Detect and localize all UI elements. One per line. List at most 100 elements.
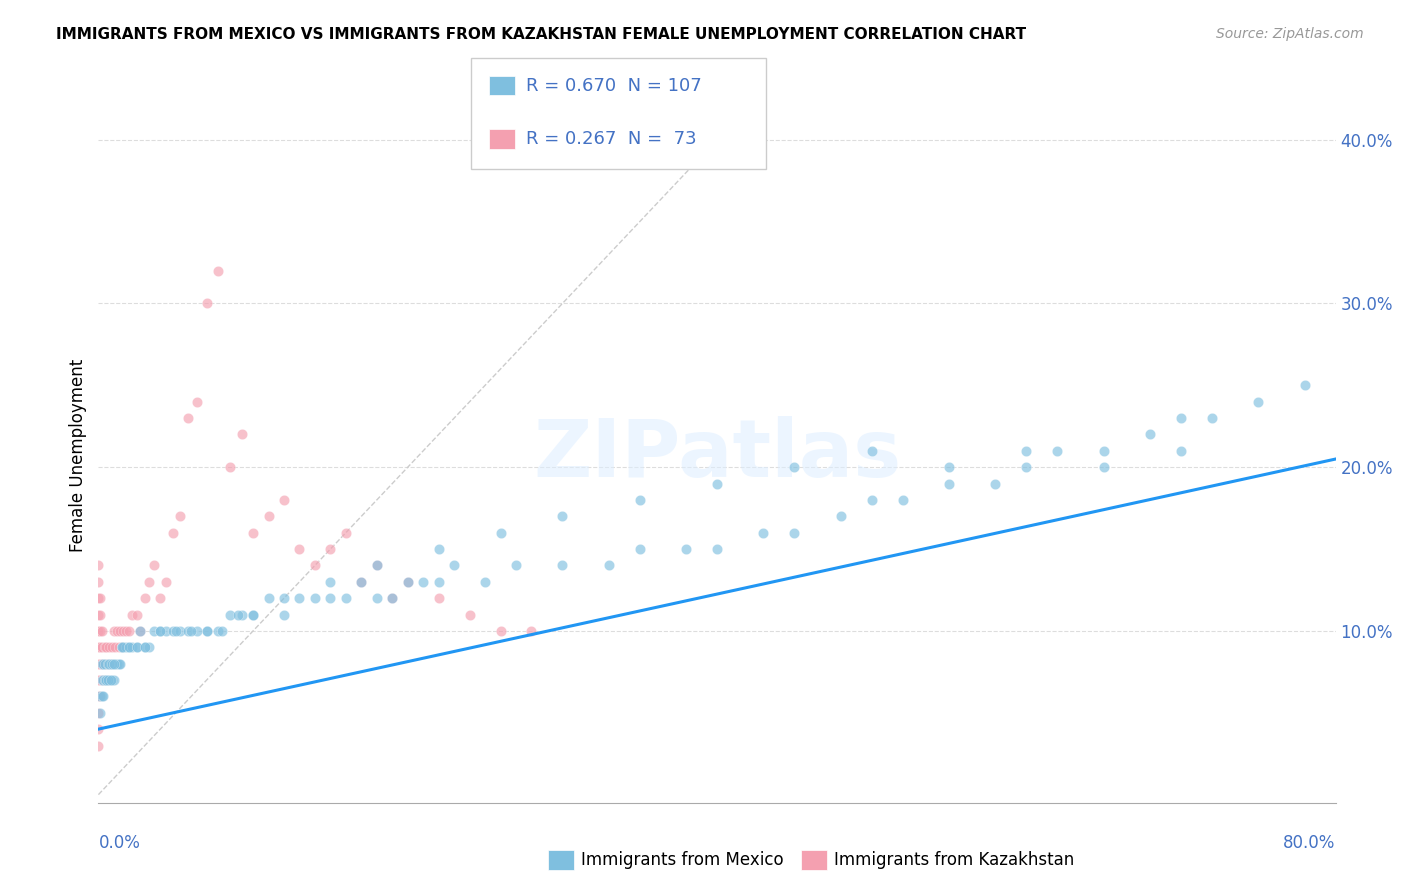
Point (118, 640, 141, 655)
Point (104, 657, 127, 671)
Point (134, 640, 156, 655)
Y-axis label: Female Unemployment: Female Unemployment (69, 359, 87, 551)
Point (984, 476, 1007, 491)
Point (427, 542, 450, 557)
Point (304, 591, 326, 606)
Point (105, 624, 128, 638)
Point (127, 640, 149, 655)
Point (87, 690, 110, 704)
Point (105, 657, 128, 671)
Point (1247, 394, 1270, 409)
Point (87, 657, 110, 671)
Point (115, 640, 138, 655)
Point (93, 673, 115, 687)
Point (273, 591, 295, 606)
Point (121, 607, 143, 622)
Point (165, 624, 187, 638)
Point (90, 673, 112, 687)
Point (783, 525, 806, 540)
Point (231, 427, 253, 442)
Point (195, 296, 218, 310)
Point (138, 640, 160, 655)
Point (103, 657, 125, 671)
Point (101, 640, 124, 655)
Point (628, 542, 651, 557)
Point (520, 624, 543, 638)
Point (149, 624, 172, 638)
Point (242, 607, 264, 622)
Point (551, 509, 574, 524)
Point (121, 640, 143, 655)
Point (162, 624, 184, 638)
Text: Immigrants from Mexico: Immigrants from Mexico (581, 851, 783, 869)
Point (112, 624, 135, 638)
Point (675, 542, 697, 557)
Text: 0.0%: 0.0% (98, 834, 141, 852)
Point (427, 574, 450, 589)
Point (257, 591, 280, 606)
Point (211, 624, 233, 638)
Point (96, 657, 118, 671)
Text: R = 0.267  N =  73: R = 0.267 N = 73 (526, 130, 696, 148)
Point (288, 542, 311, 557)
Point (96, 640, 118, 655)
Point (319, 542, 342, 557)
Point (98, 673, 121, 687)
Point (91, 657, 114, 671)
Text: IMMIGRANTS FROM MEXICO VS IMMIGRANTS FROM KAZAKHSTAN FEMALE UNEMPLOYMENT CORRELA: IMMIGRANTS FROM MEXICO VS IMMIGRANTS FRO… (56, 27, 1026, 42)
Point (112, 640, 135, 655)
Point (1092, 443, 1115, 458)
Point (938, 460, 960, 475)
Point (830, 509, 852, 524)
Point (91, 657, 114, 671)
Point (177, 624, 200, 638)
Point (90, 690, 112, 704)
Text: 80.0%: 80.0% (1284, 834, 1336, 852)
Point (706, 542, 728, 557)
Point (273, 492, 295, 507)
Point (257, 509, 280, 524)
Point (219, 460, 242, 475)
Point (381, 591, 404, 606)
Point (381, 591, 404, 606)
Point (89, 591, 111, 606)
Point (628, 492, 651, 507)
Point (195, 624, 218, 638)
Point (186, 394, 208, 409)
Point (242, 607, 264, 622)
Point (90, 673, 112, 687)
Point (1046, 443, 1069, 458)
Point (207, 624, 229, 638)
Point (118, 624, 141, 638)
Point (111, 640, 132, 655)
Point (87, 607, 110, 622)
Point (96, 673, 118, 687)
Point (127, 640, 149, 655)
Point (89, 607, 111, 622)
Point (97, 657, 120, 671)
Point (1092, 460, 1115, 475)
Point (118, 640, 141, 655)
Point (138, 574, 160, 589)
Point (89, 690, 111, 704)
Point (89, 624, 111, 638)
Point (180, 624, 202, 638)
Point (207, 264, 229, 278)
Point (598, 558, 620, 573)
Point (98, 657, 121, 671)
Point (90, 640, 112, 655)
Point (134, 591, 156, 606)
Point (97, 673, 120, 687)
Point (169, 624, 191, 638)
Point (752, 525, 775, 540)
Point (143, 624, 166, 638)
Point (396, 574, 419, 589)
Point (111, 640, 132, 655)
Point (93, 673, 115, 687)
Point (427, 591, 450, 606)
Point (89, 673, 111, 687)
Point (104, 640, 127, 655)
Point (231, 607, 253, 622)
Point (90, 657, 112, 671)
Point (162, 525, 184, 540)
